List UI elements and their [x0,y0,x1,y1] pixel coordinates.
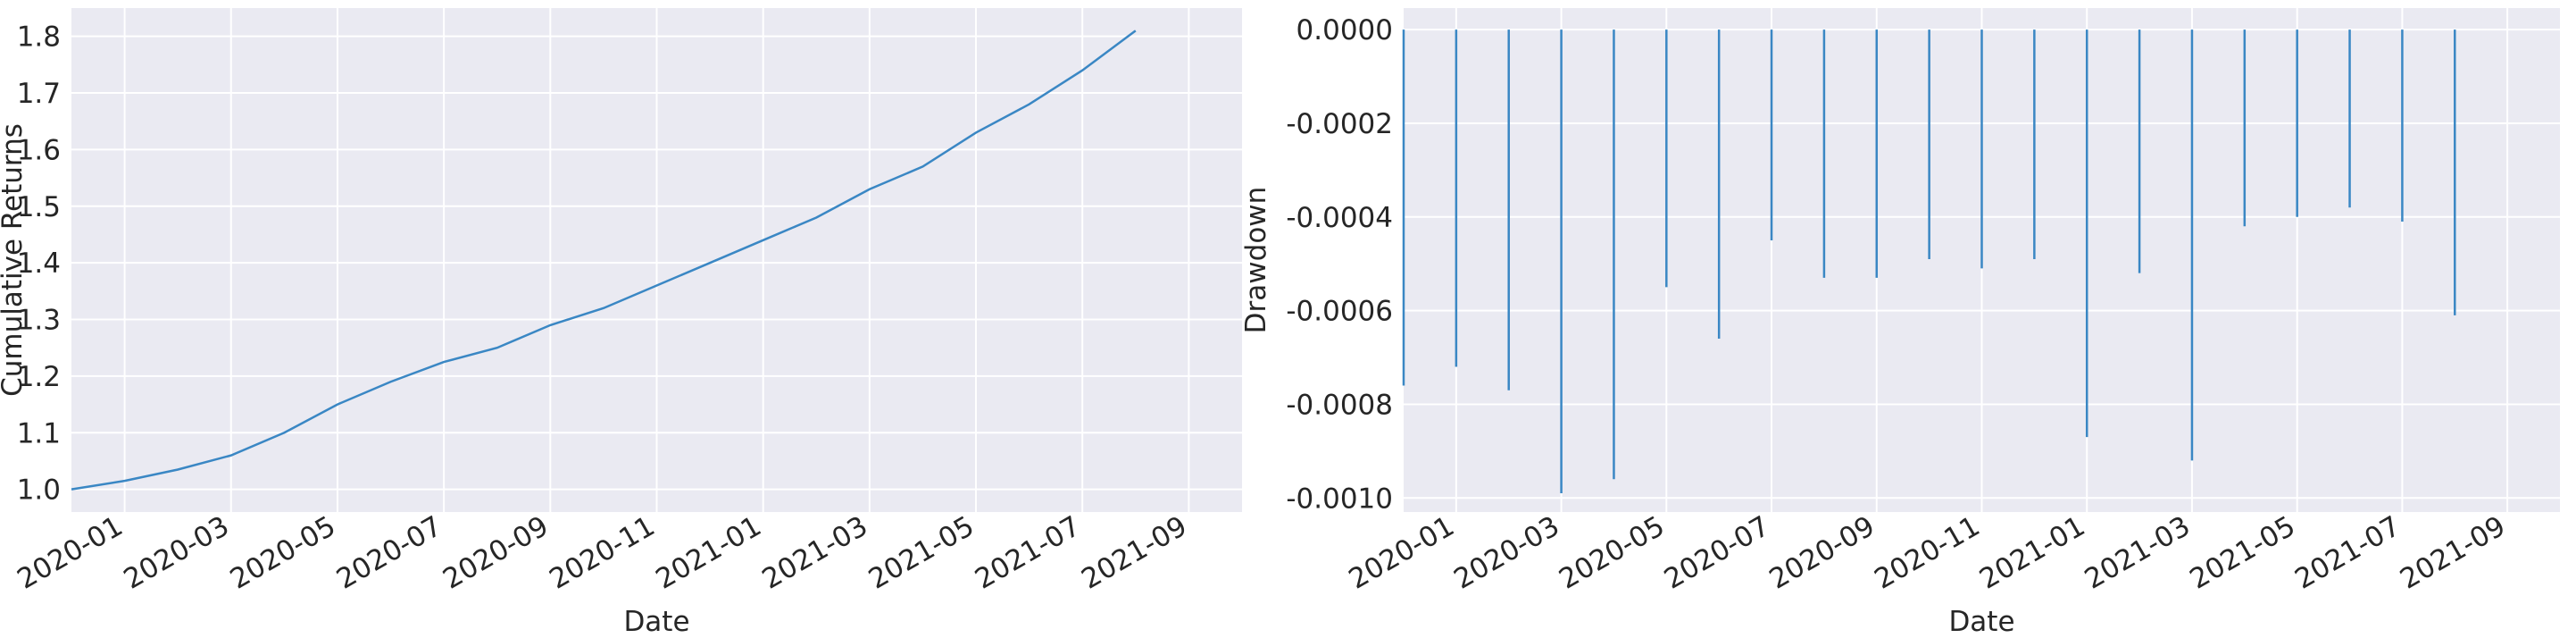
y-tick-label: 1.0 [17,474,61,507]
x-axis-label: Date [1948,606,2014,638]
x-tick-label: 2020-11 [1869,510,1985,596]
x-tick-label: 2021-07 [2289,510,2405,596]
y-tick-label: 1.3 [17,305,61,337]
y-tick-label: 1.5 [17,191,61,223]
x-tick-label: 2020-07 [1659,510,1775,596]
y-tick-label: -0.0002 [1286,108,1393,140]
x-tick-label: 2020-01 [1344,510,1460,596]
y-tick-label: 0.0000 [1296,14,1393,46]
x-tick-label: 2020-09 [1764,510,1880,596]
x-tick-label: 2021-01 [651,510,767,596]
line-series [71,29,1137,491]
y-tick-label: 1.1 [17,417,61,449]
x-tick-label: 2020-05 [1554,510,1670,596]
x-tick-label: 2020-11 [544,510,660,596]
y-axis-label: Cumulative Returns [0,123,29,397]
y-tick-label: 1.6 [17,134,61,166]
x-tick-label: 2021-03 [2080,510,2196,596]
x-tick-label: 2020-07 [331,510,447,596]
y-tick-label: 1.8 [17,21,61,54]
y-tick-label: 1.2 [17,361,61,393]
x-axis-label: Date [623,606,689,638]
x-tick-label: 2021-01 [1974,510,2090,596]
x-tick-label: 2021-05 [863,510,980,596]
x-tick-label: 2021-03 [757,510,873,596]
x-tick-label: 2021-05 [2185,510,2301,596]
x-tick-label: 2020-01 [12,510,128,596]
y-tick-label: -0.0010 [1286,483,1393,515]
x-tick-label: 2020-03 [1448,510,1564,596]
y-tick-label: -0.0004 [1286,202,1393,234]
x-tick-label: 2021-07 [970,510,1086,596]
x-tick-label: 2020-05 [225,510,341,596]
y-axis-label: Drawdown [1240,187,1272,334]
x-tick-label: 2021-09 [1076,510,1192,596]
x-tick-label: 2020-03 [119,510,235,596]
x-tick-label: 2020-09 [438,510,554,596]
y-tick-label: -0.0008 [1286,389,1393,421]
x-tick-label: 2021-09 [2395,510,2511,596]
y-tick-label: 1.7 [17,78,61,110]
y-tick-label: 1.4 [17,248,61,280]
y-tick-label: -0.0006 [1286,296,1393,328]
